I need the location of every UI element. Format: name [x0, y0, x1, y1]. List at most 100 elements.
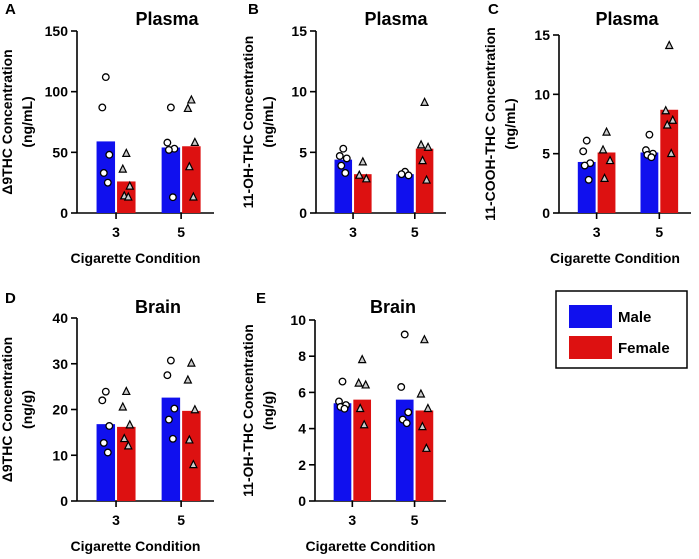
point-a-male — [99, 169, 108, 177]
point-c-female — [664, 40, 674, 50]
point-d-male — [164, 415, 173, 424]
point-b-female — [358, 156, 368, 166]
y-tick-label-c: 0 — [542, 205, 550, 221]
point-e-male — [400, 330, 409, 339]
x-axis-label-c: Cigarette Condition — [550, 250, 680, 266]
bar-b-male-5 — [396, 174, 414, 213]
y-tick-label-e: 4 — [298, 421, 306, 437]
bar-d-male-3 — [96, 424, 116, 501]
point-b-female — [416, 139, 426, 149]
point-c-female — [600, 173, 610, 182]
y-tick-label-c: 10 — [534, 86, 550, 102]
y-tick-label-e: 6 — [298, 384, 306, 400]
point-c-female — [602, 126, 612, 136]
y-tick-label-b: 5 — [299, 144, 307, 160]
point-e-female — [354, 377, 364, 387]
point-b-male — [404, 171, 413, 180]
point-a-female — [123, 191, 133, 201]
bar-b-female-3 — [354, 174, 372, 213]
point-d-female — [121, 386, 131, 396]
point-b-female — [361, 173, 371, 183]
y-tick-label-b: 10 — [291, 84, 307, 100]
point-a-female — [183, 103, 193, 113]
bar-a-female-5 — [182, 146, 201, 213]
y-tick-label-e: 8 — [298, 348, 306, 364]
point-c-male — [579, 147, 588, 156]
x-tick-label-b: 5 — [411, 224, 419, 240]
point-e-male — [340, 404, 349, 413]
point-d-female — [190, 404, 200, 414]
point-c-female — [666, 148, 676, 158]
point-e-male — [402, 419, 411, 428]
point-d-female — [188, 459, 198, 469]
point-c-female — [668, 114, 678, 124]
point-d-male — [168, 434, 177, 443]
y-axis-label-d: Δ9THC Concentration (ng/g) — [0, 337, 35, 482]
point-c-male — [645, 130, 654, 139]
bar-a-male-5 — [161, 147, 181, 213]
chart-panel-a: A Plasma 0 50 100 150 Δ9THC Concentration (ng/m… — [0, 1, 214, 266]
point-a-female — [186, 94, 196, 104]
point-a-female — [121, 148, 131, 157]
x-axis-label-d: Cigarette Condition — [71, 538, 201, 554]
point-c-female — [661, 105, 671, 115]
point-d-female — [125, 419, 135, 429]
bar-a-male-3 — [96, 141, 116, 213]
point-a-male — [168, 193, 177, 202]
point-c-female — [605, 155, 615, 165]
point-d-male — [170, 404, 179, 413]
bar-d-female-5 — [182, 410, 201, 501]
x-tick-label-b: 3 — [349, 224, 357, 240]
point-d-male — [99, 438, 108, 447]
legend-label-male: Male — [618, 309, 651, 326]
y-tick-label-d: 10 — [52, 447, 68, 463]
point-a-male — [105, 150, 114, 159]
y-axis-label-a: Δ9THC Concentration (ng/mL) — [0, 49, 35, 194]
x-tick-label-a: 3 — [112, 224, 120, 240]
bar-d-female-3 — [117, 426, 136, 501]
point-e-female — [419, 334, 429, 344]
y-tick-label-d: 20 — [52, 402, 68, 418]
point-a-male — [101, 73, 110, 82]
panel-title-b: Plasma — [364, 9, 428, 29]
point-d-female — [123, 440, 133, 450]
x-tick-label-c: 3 — [593, 224, 601, 240]
point-c-male — [580, 161, 589, 170]
y-tick-label-a: 50 — [52, 144, 68, 160]
x-tick-label-c: 5 — [655, 224, 663, 240]
point-e-female — [361, 379, 371, 389]
point-b-female — [423, 141, 433, 151]
point-e-male — [404, 408, 413, 417]
panel-title-c: Plasma — [595, 9, 659, 29]
bar-d-male-5 — [161, 397, 181, 501]
point-a-female — [188, 191, 198, 201]
y-tick-label-d: 40 — [52, 310, 68, 326]
y-tick-label-d: 30 — [52, 356, 68, 372]
y-axis-label-c: 11-COOH-THC Concentration (ng/mL) — [482, 27, 518, 221]
bar-c-male-5 — [640, 152, 659, 213]
point-a-female — [190, 137, 200, 147]
y-axis-label-e: 11-OH-THC Concentration (ng/g) — [240, 324, 276, 497]
panel-letter-d: D — [5, 290, 16, 307]
point-b-male — [342, 154, 351, 163]
y-tick-label-d: 0 — [60, 493, 68, 509]
point-e-female — [416, 388, 426, 398]
point-d-male — [166, 356, 175, 365]
point-d-male — [163, 371, 172, 380]
legend: Male Female — [555, 290, 688, 369]
point-b-male — [397, 170, 406, 179]
panel-title-a: Plasma — [135, 9, 199, 29]
point-e-male — [397, 383, 406, 391]
point-b-male — [335, 152, 344, 160]
point-b-male — [337, 161, 346, 170]
x-tick-label-e: 5 — [411, 512, 419, 528]
y-axis-label-b: 11-OH-THC Concentration (ng/mL) — [240, 36, 276, 209]
chart-panel-c: C Plasma 0 5 10 15 11-COOH-THC Concentration (n… — [482, 1, 691, 266]
point-e-female — [359, 419, 369, 429]
chart-panel-e: E Brain 0 2 4 6 8 10 11-OH-THC Concentration (ng/… — [240, 290, 446, 554]
bar-e-female-3 — [353, 399, 372, 501]
point-b-male — [339, 144, 348, 153]
y-tick-label-b: 15 — [291, 23, 307, 39]
y-tick-label-a: 150 — [45, 23, 69, 39]
point-a-male — [103, 178, 112, 187]
